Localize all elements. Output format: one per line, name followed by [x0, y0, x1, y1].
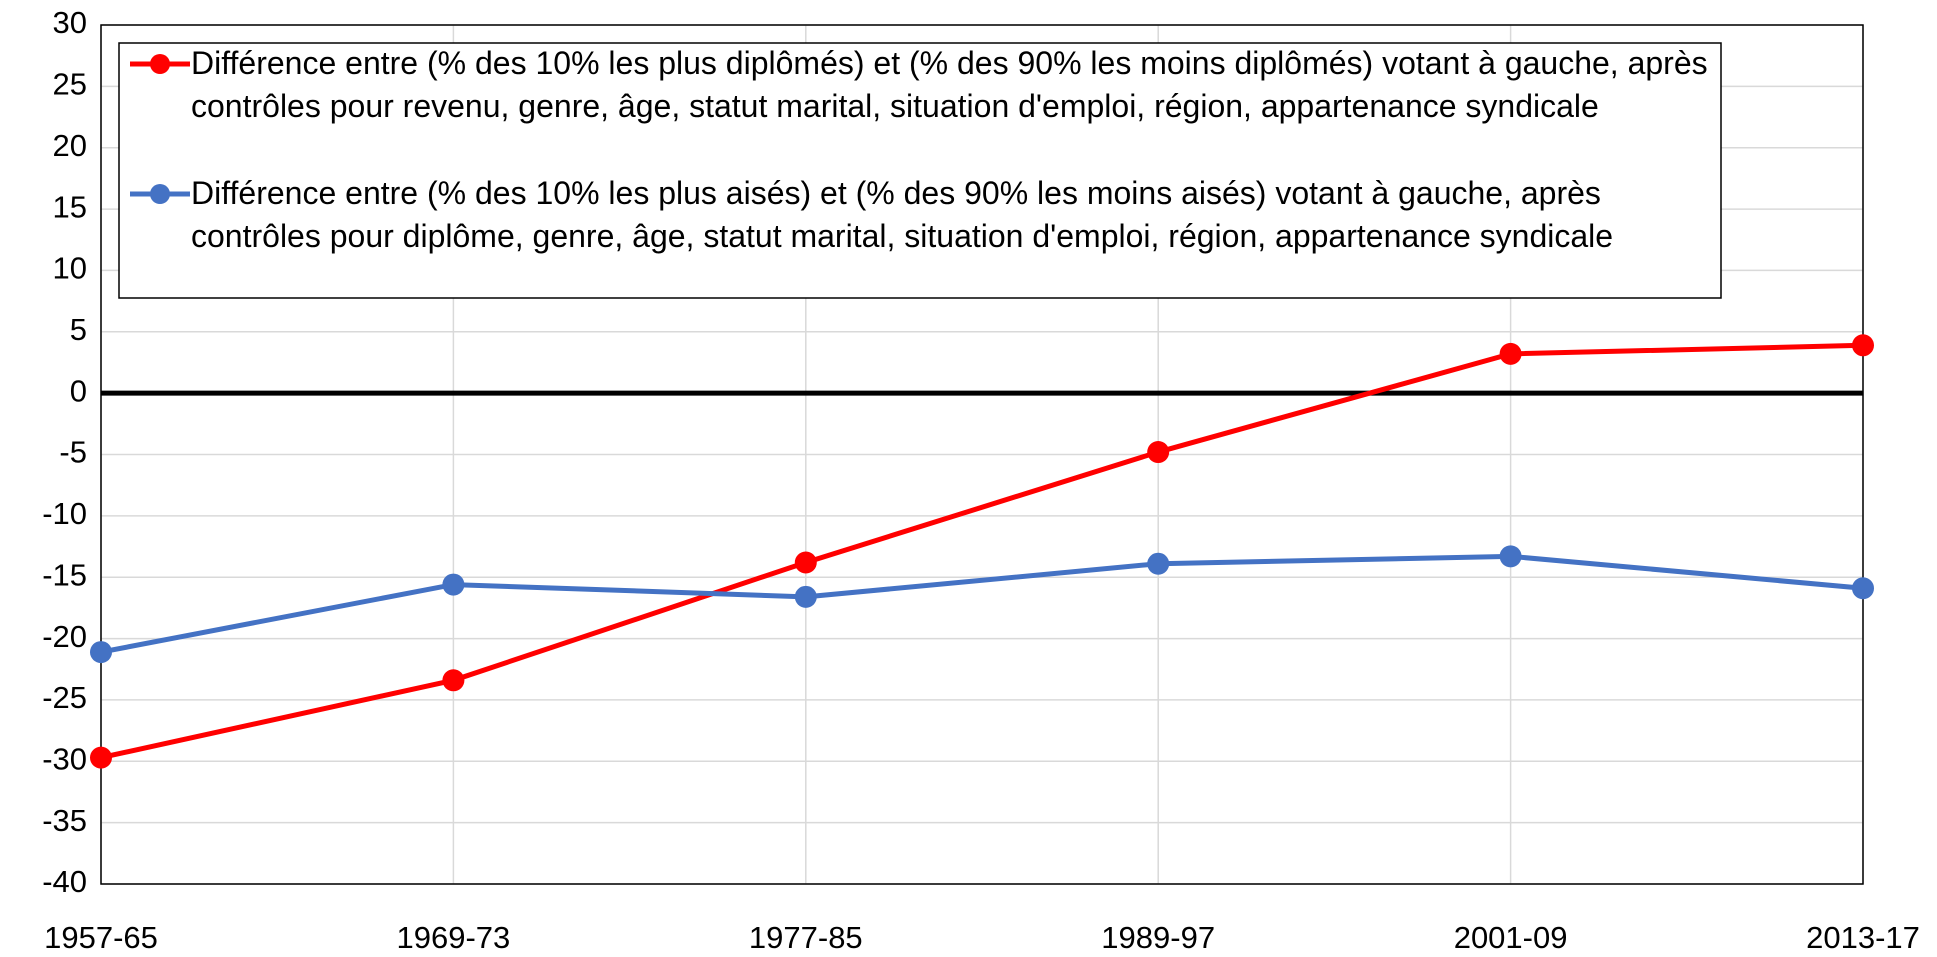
x-tick-label: 1977-85: [749, 920, 863, 955]
y-tick-label: 30: [53, 5, 87, 40]
x-tick-label: 1969-73: [397, 920, 511, 955]
data-point: [1852, 334, 1874, 357]
legend-entry: Différence entre (% des 10% les plus ais…: [191, 175, 1614, 254]
data-point: [1147, 552, 1170, 575]
y-tick-label: 20: [53, 128, 87, 163]
data-point: [1852, 577, 1874, 600]
x-tick-label: 2001-09: [1454, 920, 1568, 955]
data-point: [442, 573, 465, 596]
legend-entry: Différence entre (% des 10% les plus dip…: [191, 45, 1708, 124]
data-point: [794, 585, 817, 608]
y-tick-label: 0: [70, 373, 87, 408]
x-tick-label: 1989-97: [1101, 920, 1215, 955]
data-point: [794, 551, 817, 574]
data-point: [1499, 545, 1522, 568]
y-tick-label: -40: [42, 864, 87, 899]
y-tick-label: -25: [42, 680, 87, 715]
data-point: [442, 669, 465, 692]
y-tick-label: -5: [59, 435, 87, 470]
plot-border: [100, 24, 1864, 885]
y-tick-label: -35: [42, 803, 87, 838]
y-tick-label: 25: [53, 67, 87, 102]
data-point: [1499, 342, 1522, 365]
legend-box: [118, 42, 1722, 299]
x-tick-label: 2013-17: [1806, 920, 1920, 955]
x-tick-label: 1957-65: [44, 920, 158, 955]
series-line: [100, 342, 1864, 761]
y-tick-label: 5: [70, 312, 87, 347]
y-tick-label: -15: [42, 557, 87, 592]
legend-label: Différence entre (% des 10% les plus dip…: [191, 45, 1708, 124]
y-tick-label: -20: [42, 619, 87, 654]
data-point: [1147, 441, 1170, 464]
legend-marker: [150, 184, 170, 204]
legend-marker: [150, 54, 170, 74]
y-tick-label: -10: [42, 496, 87, 531]
legend-label: Différence entre (% des 10% les plus ais…: [191, 175, 1614, 254]
data-point: [90, 746, 112, 769]
data-point: [90, 641, 112, 664]
y-tick-label: 15: [53, 189, 87, 224]
y-tick-label: 10: [53, 251, 87, 286]
series-line: [100, 553, 1864, 655]
y-tick-label: -30: [42, 741, 87, 776]
